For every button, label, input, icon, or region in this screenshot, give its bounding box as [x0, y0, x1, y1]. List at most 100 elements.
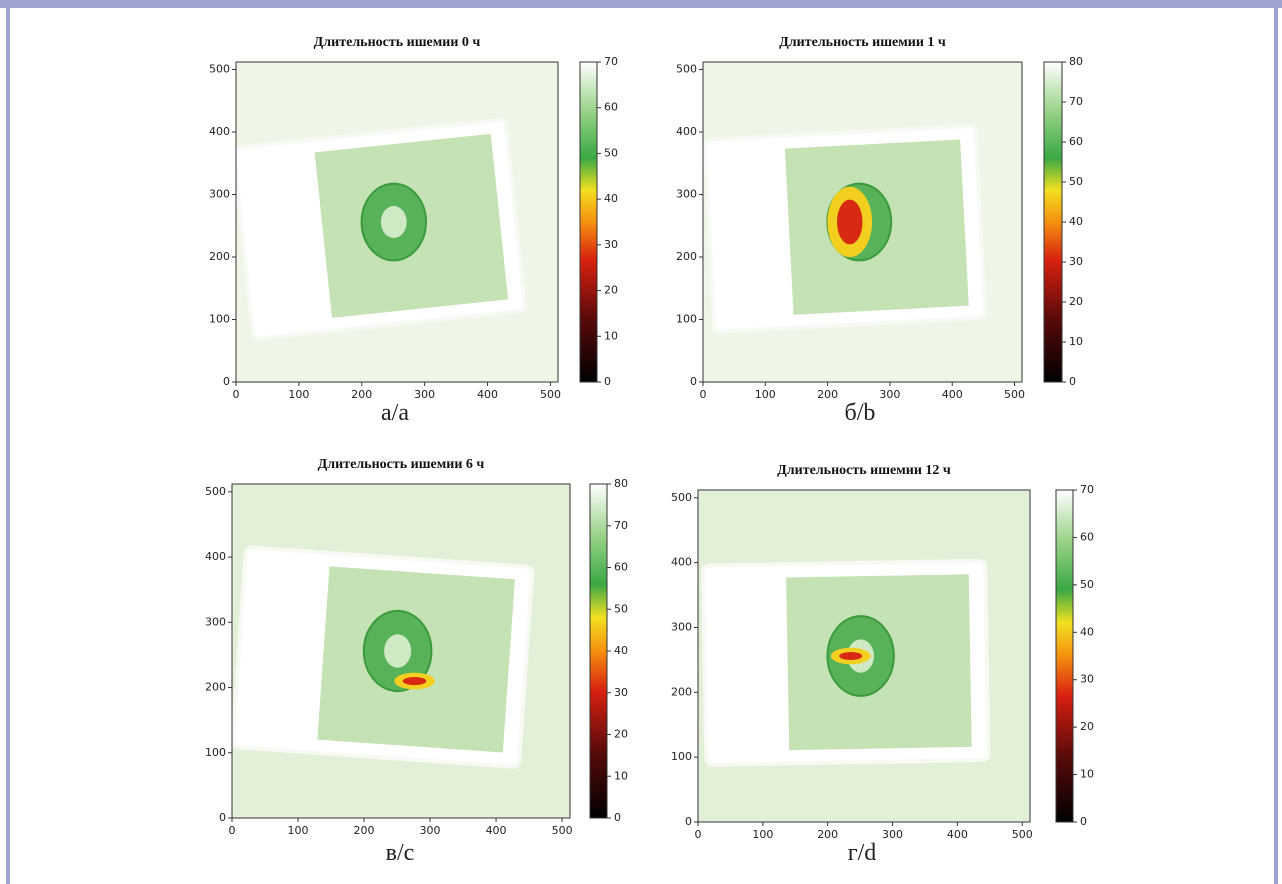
frame-left [6, 0, 10, 884]
colorbar-tick-label: 30 [1080, 673, 1094, 686]
x-tick-label: 0 [233, 388, 240, 401]
colorbar-tick-label: 50 [614, 602, 628, 615]
x-tick-label: 100 [288, 388, 309, 401]
x-tick-label: 300 [420, 824, 441, 837]
colorbar-tick-label: 20 [1069, 295, 1083, 308]
colorbar-tick-label: 60 [1069, 135, 1083, 148]
y-tick-label: 100 [209, 313, 230, 326]
colorbar-tick-label: 30 [614, 686, 628, 699]
y-tick-label: 100 [671, 750, 692, 763]
y-tick-label: 100 [205, 746, 226, 759]
colorbar-tick-label: 70 [604, 55, 618, 68]
x-tick-label: 400 [486, 824, 507, 837]
colorbar-tick-label: 10 [1080, 768, 1094, 781]
organ-core [381, 206, 407, 238]
y-tick-label: 200 [209, 250, 230, 263]
colorbar-tick-label: 40 [604, 192, 618, 205]
y-tick-label: 200 [671, 685, 692, 698]
colorbar [580, 62, 597, 382]
x-tick-label: 100 [752, 828, 773, 841]
panel-title: Длительность ишемии 12 ч [777, 463, 951, 478]
colorbar-tick-label: 20 [614, 728, 628, 741]
heatmap-image [703, 62, 1022, 382]
colorbar-tick-label: 80 [614, 477, 628, 490]
panel-caption: б/b [845, 400, 876, 426]
y-tick-label: 300 [209, 188, 230, 201]
x-tick-label: 500 [540, 388, 561, 401]
x-tick-label: 400 [947, 828, 968, 841]
heatmap-image [232, 484, 570, 818]
frame-top [0, 0, 1282, 8]
colorbar [590, 484, 607, 818]
colorbar-tick-label: 50 [604, 146, 618, 159]
colorbar-tick-label: 60 [604, 101, 618, 114]
colorbar-tick-label: 0 [1069, 375, 1076, 388]
y-tick-label: 0 [685, 815, 692, 828]
y-tick-label: 400 [205, 550, 226, 563]
panel-caption: г/d [848, 840, 877, 866]
x-tick-label: 300 [882, 828, 903, 841]
y-tick-label: 100 [676, 313, 697, 326]
colorbar-tick-label: 60 [614, 561, 628, 574]
colorbar-tick-label: 80 [1069, 55, 1083, 68]
y-tick-label: 500 [209, 63, 230, 76]
colorbar-tick-label: 10 [1069, 335, 1083, 348]
y-tick-label: 300 [676, 188, 697, 201]
x-tick-label: 200 [817, 388, 838, 401]
y-tick-label: 500 [671, 491, 692, 504]
colorbar-tick-label: 70 [1069, 95, 1083, 108]
y-tick-label: 400 [676, 125, 697, 138]
panel-title: Длительность ишемии 0 ч [314, 35, 481, 50]
x-tick-label: 500 [552, 824, 573, 837]
colorbar-tick-label: 40 [1069, 215, 1083, 228]
x-tick-label: 400 [942, 388, 963, 401]
x-tick-label: 500 [1004, 388, 1025, 401]
figure: Длительность ишемии 0 ч01002003004005000… [0, 0, 1282, 884]
x-tick-label: 500 [1012, 828, 1033, 841]
x-tick-label: 0 [695, 828, 702, 841]
x-tick-label: 0 [700, 388, 707, 401]
y-tick-label: 0 [690, 375, 697, 388]
x-tick-label: 400 [477, 388, 498, 401]
y-tick-label: 500 [676, 63, 697, 76]
colorbar-tick-label: 20 [604, 284, 618, 297]
colorbar-tick-label: 40 [1080, 625, 1094, 638]
x-tick-label: 200 [354, 824, 375, 837]
colorbar-tick-label: 30 [604, 238, 618, 251]
y-tick-label: 400 [209, 125, 230, 138]
colorbar [1044, 62, 1062, 382]
panel-caption: а/a [381, 400, 409, 426]
y-tick-label: 400 [671, 556, 692, 569]
x-tick-label: 300 [879, 388, 900, 401]
colorbar-tick-label: 20 [1080, 720, 1094, 733]
heatmap-image [698, 490, 1030, 822]
x-tick-label: 300 [414, 388, 435, 401]
colorbar-tick-label: 10 [604, 329, 618, 342]
colorbar-tick-label: 30 [1069, 255, 1083, 268]
organ-core [384, 634, 411, 667]
y-tick-label: 300 [205, 615, 226, 628]
x-tick-label: 100 [755, 388, 776, 401]
y-tick-label: 200 [205, 681, 226, 694]
colorbar-tick-label: 50 [1080, 578, 1094, 591]
x-tick-label: 100 [288, 824, 309, 837]
colorbar-tick-label: 60 [1080, 530, 1094, 543]
x-tick-label: 200 [817, 828, 838, 841]
colorbar-tick-label: 0 [604, 375, 611, 388]
y-tick-label: 300 [671, 620, 692, 633]
frame-right [1274, 0, 1278, 884]
colorbar-tick-label: 40 [614, 644, 628, 657]
colorbar-tick-label: 70 [1080, 483, 1094, 496]
colorbar [1056, 490, 1073, 822]
colorbar-tick-label: 0 [1080, 815, 1087, 828]
colorbar-tick-label: 0 [614, 811, 621, 824]
panel-title: Длительность ишемии 1 ч [779, 35, 946, 50]
y-tick-label: 500 [205, 485, 226, 498]
ischemia-core [837, 200, 863, 245]
panel-title: Длительность ишемии 6 ч [318, 457, 485, 472]
heatmap-image [233, 62, 558, 382]
ischemia-core [839, 652, 862, 660]
panel-caption: в/c [386, 840, 415, 866]
x-tick-label: 200 [351, 388, 372, 401]
ischemia-core [403, 677, 427, 685]
